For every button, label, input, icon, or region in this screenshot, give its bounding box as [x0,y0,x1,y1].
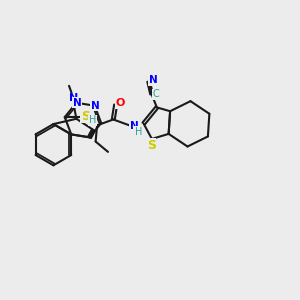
Text: N: N [73,98,81,108]
Text: N: N [130,121,138,131]
Text: O: O [116,98,125,108]
Text: N: N [91,101,100,111]
Text: C: C [152,89,159,99]
Text: S: S [81,110,90,123]
Text: N: N [149,75,158,85]
Text: N: N [69,93,78,103]
Text: S: S [147,139,156,152]
Text: H: H [135,127,142,137]
Text: H: H [89,115,96,125]
